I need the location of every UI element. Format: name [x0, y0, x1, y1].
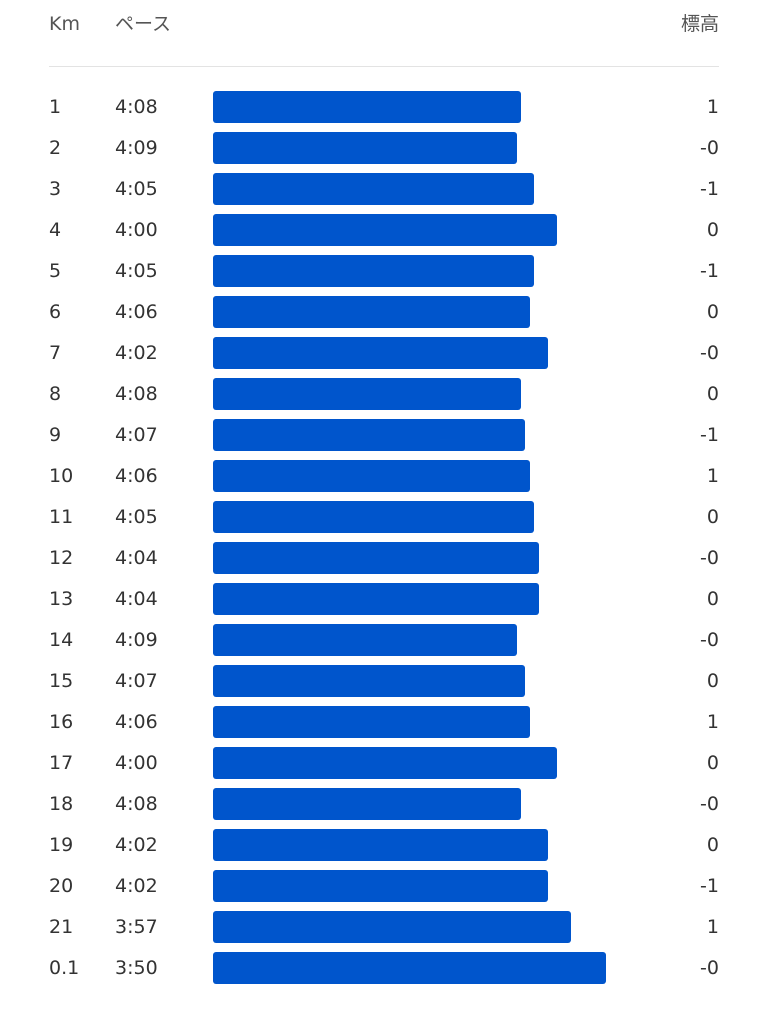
pace-label: 4:06 — [115, 465, 158, 487]
elevation-label: -1 — [700, 875, 719, 897]
km-label: 21 — [49, 916, 74, 938]
pace-label: 4:06 — [115, 711, 158, 733]
pace-label: 4:05 — [115, 506, 158, 528]
km-label: 8 — [49, 383, 62, 405]
pace-label: 4:07 — [115, 424, 158, 446]
pace-bar — [213, 132, 517, 164]
elevation-label: 1 — [706, 96, 719, 118]
pace-label: 4:08 — [115, 793, 158, 815]
pace-label: 4:04 — [115, 547, 158, 569]
km-label: 1 — [49, 96, 62, 118]
pace-label: 4:07 — [115, 670, 158, 692]
elevation-label: 0 — [706, 506, 719, 528]
km-label: 14 — [49, 629, 74, 651]
km-label: 2 — [49, 137, 62, 159]
pace-bar — [213, 911, 572, 943]
elevation-label: 0 — [706, 588, 719, 610]
elevation-label: -0 — [700, 137, 719, 159]
km-label: 19 — [49, 834, 74, 856]
pace-label: 3:50 — [115, 957, 158, 979]
elevation-label: 1 — [706, 711, 719, 733]
km-label: 13 — [49, 588, 74, 610]
pace-label: 4:08 — [115, 96, 158, 118]
elevation-label: 0 — [706, 383, 719, 405]
km-label: 16 — [49, 711, 74, 733]
km-label: 0.1 — [49, 957, 80, 979]
divider — [49, 66, 719, 67]
pace-bar — [213, 460, 530, 492]
km-label: 15 — [49, 670, 74, 692]
elevation-label: 0 — [706, 301, 719, 323]
pace-bar — [213, 542, 539, 574]
pace-label: 4:05 — [115, 260, 158, 282]
pace-label: 4:05 — [115, 178, 158, 200]
elevation-label: -0 — [700, 342, 719, 364]
pace-label: 4:04 — [115, 588, 158, 610]
pace-bar — [213, 255, 535, 287]
pace-bar — [213, 173, 535, 205]
pace-label: 4:00 — [115, 219, 158, 241]
pace-bar — [213, 583, 539, 615]
elevation-label: 0 — [706, 834, 719, 856]
pace-bar — [213, 870, 548, 902]
pace-bar — [213, 214, 558, 246]
pace-bar — [213, 378, 522, 410]
elevation-label: -0 — [700, 793, 719, 815]
elevation-label: 0 — [706, 670, 719, 692]
elevation-label: -1 — [700, 424, 719, 446]
pace-label: 4:00 — [115, 752, 158, 774]
pace-label: 4:09 — [115, 629, 158, 651]
elevation-label: 0 — [706, 219, 719, 241]
km-label: 5 — [49, 260, 62, 282]
km-label: 17 — [49, 752, 74, 774]
pace-label: 4:06 — [115, 301, 158, 323]
km-label: 6 — [49, 301, 62, 323]
km-label: 4 — [49, 219, 62, 241]
elevation-label: -0 — [700, 957, 719, 979]
km-label: 10 — [49, 465, 74, 487]
km-label: 9 — [49, 424, 62, 446]
pace-bar — [213, 91, 522, 123]
pace-bar — [213, 624, 517, 656]
pace-label: 4:02 — [115, 342, 158, 364]
pace-bar — [213, 501, 535, 533]
pace-label: 4:02 — [115, 834, 158, 856]
pace-bar — [213, 337, 548, 369]
pace-label: 4:08 — [115, 383, 158, 405]
km-label: 12 — [49, 547, 74, 569]
pace-bar — [213, 788, 522, 820]
elevation-label: -0 — [700, 547, 719, 569]
elevation-label: 0 — [706, 752, 719, 774]
elevation-label: 1 — [706, 465, 719, 487]
km-label: 3 — [49, 178, 62, 200]
elevation-label: -1 — [700, 260, 719, 282]
elevation-label: 1 — [706, 916, 719, 938]
pace-label: 3:57 — [115, 916, 158, 938]
pace-bar — [213, 706, 530, 738]
km-header: Km — [49, 13, 80, 35]
pace-bar — [213, 952, 606, 984]
km-label: 20 — [49, 875, 74, 897]
pace-bar — [213, 419, 526, 451]
elevation-label: -1 — [700, 178, 719, 200]
pace-bar — [213, 296, 530, 328]
pace-header: ペース — [115, 13, 172, 35]
pace-bar — [213, 747, 558, 779]
km-label: 7 — [49, 342, 62, 364]
pace-bar — [213, 665, 526, 697]
elevation-label: -0 — [700, 629, 719, 651]
pace-bar — [213, 829, 548, 861]
km-label: 18 — [49, 793, 74, 815]
pace-label: 4:02 — [115, 875, 158, 897]
elevation-header: 標高 — [680, 13, 719, 35]
pace-label: 4:09 — [115, 137, 158, 159]
km-label: 11 — [49, 506, 74, 528]
